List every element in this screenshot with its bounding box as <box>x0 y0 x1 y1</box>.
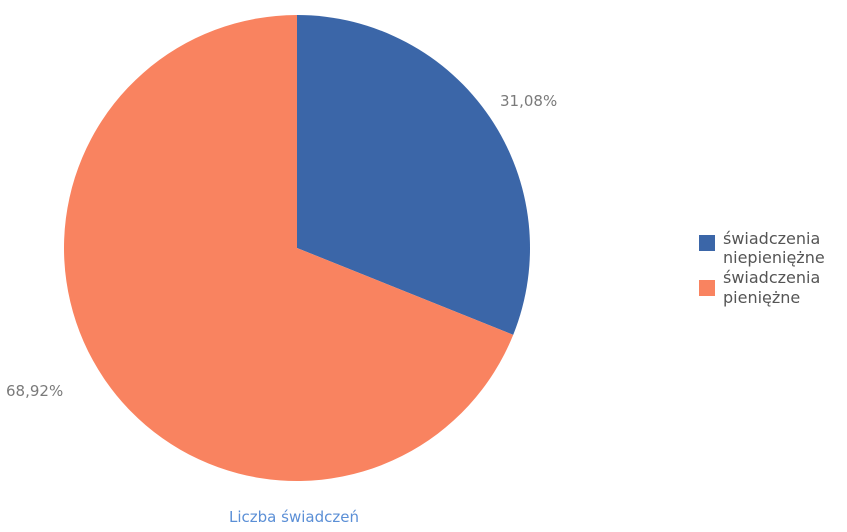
legend-swatch-pieniezne <box>699 280 715 296</box>
legend-swatch-niepieniezne <box>699 235 715 251</box>
legend-item-niepieniezne: świadczenia niepieniężne <box>699 229 825 267</box>
legend: świadczenia niepieniężne świadczenia pie… <box>699 229 825 307</box>
slice-value-label-niepieniezne: 31,08% <box>500 92 557 110</box>
legend-item-pieniezne: świadczenia pieniężne <box>699 268 820 307</box>
legend-text-pieniezne-line2: pieniężne <box>723 288 800 307</box>
legend-text-pieniezne-line1: świadczenia <box>723 268 820 287</box>
chart-caption: Liczba świadczeń <box>229 508 359 526</box>
slice-value-label-pieniezne: 68,92% <box>6 382 63 400</box>
pie-slices <box>64 15 530 481</box>
legend-text-niepieniezne-line1: świadczenia <box>723 229 820 248</box>
legend-text-niepieniezne-line2: niepieniężne <box>723 248 825 267</box>
